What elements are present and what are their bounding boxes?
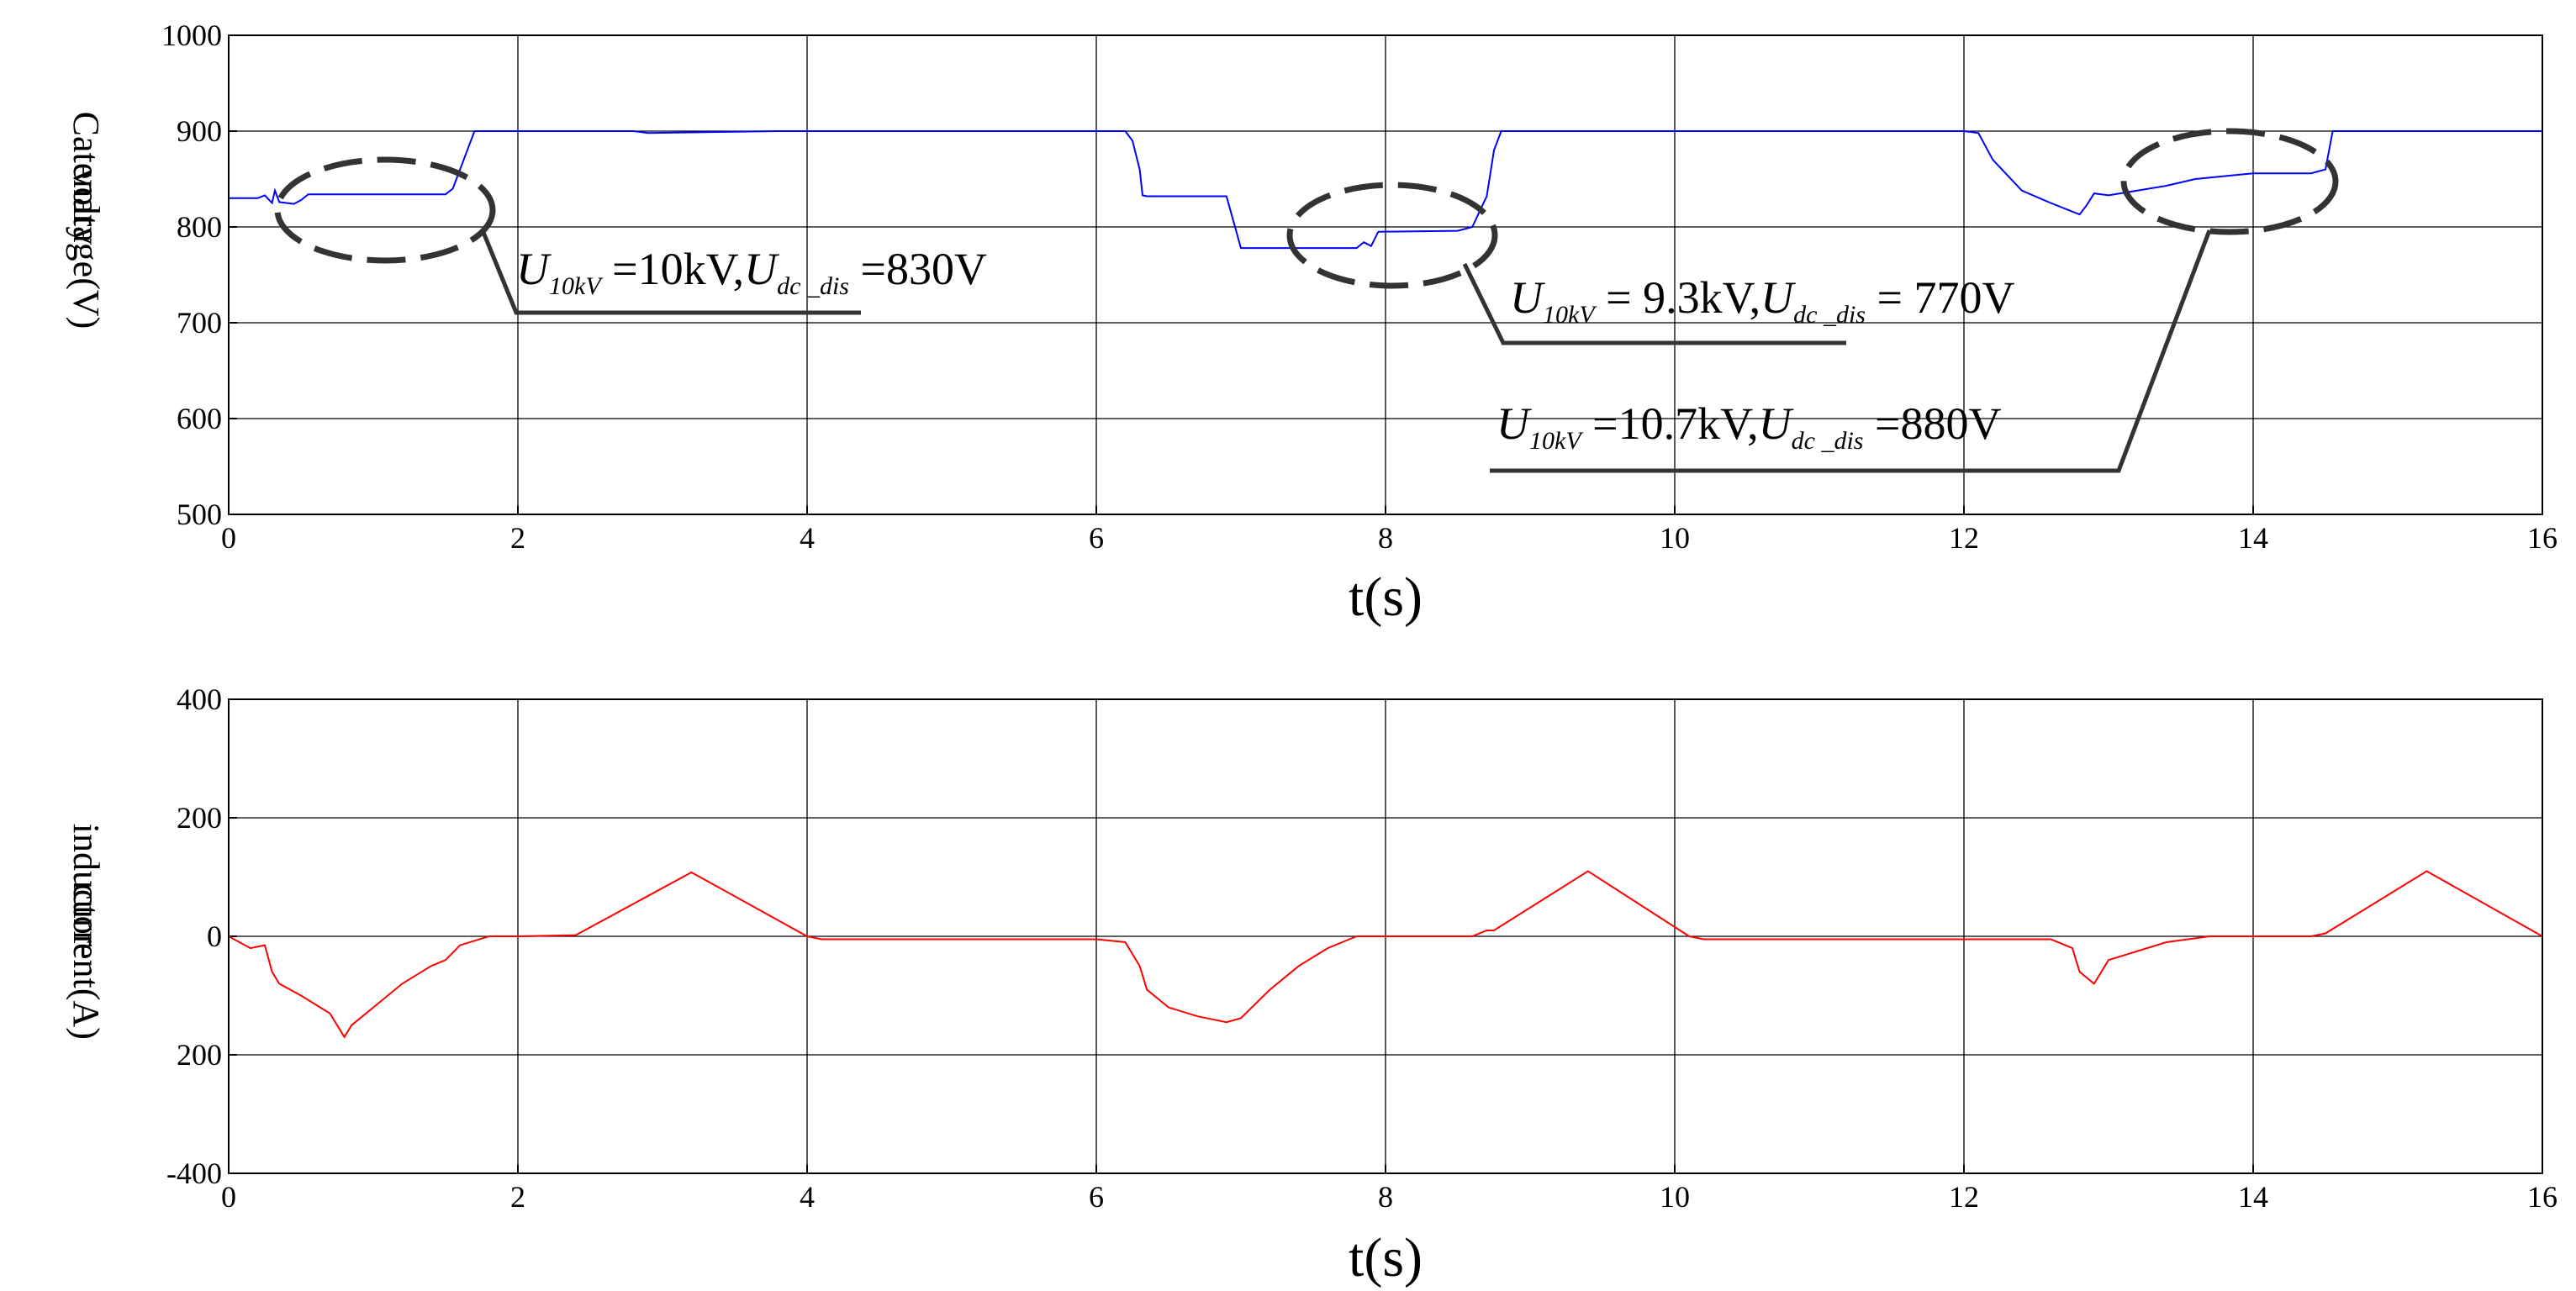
annotation-leader-3 [1490,229,2212,473]
voltage-ylabel-line1: Catenary [66,112,107,245]
voltage-plot-frame [228,34,2543,515]
current-panel: 0 2 4 6 8 10 12 14 16 -400 200 0 200 400 inductor- cu… [66,682,2558,1288]
current-xtick-label: 10 [1660,1180,1690,1214]
voltage-xtick-label: 14 [2238,521,2268,555]
voltage-ytick-label: 700 [177,306,222,340]
voltage-xtick-label: 12 [1949,521,1979,555]
voltage-xtick-label: 2 [510,521,525,555]
voltage-xtick-label: 6 [1089,521,1104,555]
current-ylabel-line1: inductor- [66,824,107,958]
current-ytick-label: 0 [207,920,222,953]
voltage-ylabel-line2: voltage(V) [66,169,107,329]
voltage-xlabel: t(s) [1349,566,1423,628]
current-xtick-label: 4 [800,1180,815,1214]
voltage-annotations [274,128,2339,473]
current-xtick-label: 16 [2527,1180,2558,1214]
annotation-label-1: U10kV =10kV,Udc _dis =830V [516,244,987,300]
current-xtick-label: 0 [221,1180,236,1214]
voltage-ytick-label: 900 [177,114,222,148]
annotation-ellipse-2 [1286,182,1498,289]
current-xtick-label: 14 [2238,1180,2268,1214]
voltage-ytick-label: 800 [177,210,222,244]
annotation-label-3: U10kV =10.7kV,Udc _dis =880V [1497,398,2001,455]
current-ytick-label: 400 [177,682,222,716]
current-series-line [228,870,2543,1039]
current-xtick-label: 12 [1949,1180,1979,1214]
annotation-label-2: U10kV = 9.3kV,Udc _dis = 770V [1510,272,2014,329]
voltage-panel: 0 2 4 6 8 10 12 14 16 500 600 700 800 900 1000 Catenar… [66,18,2558,628]
voltage-xtick-label: 10 [1660,521,1690,555]
annotation-leader-1 [480,229,861,315]
current-xtick-label: 2 [510,1180,525,1214]
current-ylabel-line2: current(A) [66,883,107,1040]
current-xlabel: t(s) [1349,1227,1423,1288]
current-ytick-label: -400 [166,1157,222,1190]
voltage-series-line [229,130,2542,250]
current-xtick-label: 6 [1089,1180,1104,1214]
current-xtick-label: 8 [1378,1180,1393,1214]
voltage-xtick-label: 0 [221,521,236,555]
annotation-ellipse-1 [274,156,496,264]
annotation-ellipse-3 [2120,128,2339,235]
voltage-ytick-label: 1000 [161,18,222,52]
voltage-xtick-label: 16 [2527,521,2558,555]
current-ytick-label: 200 [177,1038,222,1072]
current-plot-frame [228,698,2543,1174]
current-tick-labels: 0 2 4 6 8 10 12 14 16 -400 200 0 200 400 [166,682,2558,1214]
voltage-ytick-label: 500 [177,498,222,531]
voltage-tick-labels: 0 2 4 6 8 10 12 14 16 500 600 700 800 900 1000 [161,18,2558,555]
voltage-xtick-label: 4 [800,521,815,555]
current-ytick-label: 200 [177,801,222,835]
annotation-leader-2 [1462,262,1846,345]
voltage-ytick-label: 600 [177,402,222,435]
voltage-xtick-label: 8 [1378,521,1393,555]
